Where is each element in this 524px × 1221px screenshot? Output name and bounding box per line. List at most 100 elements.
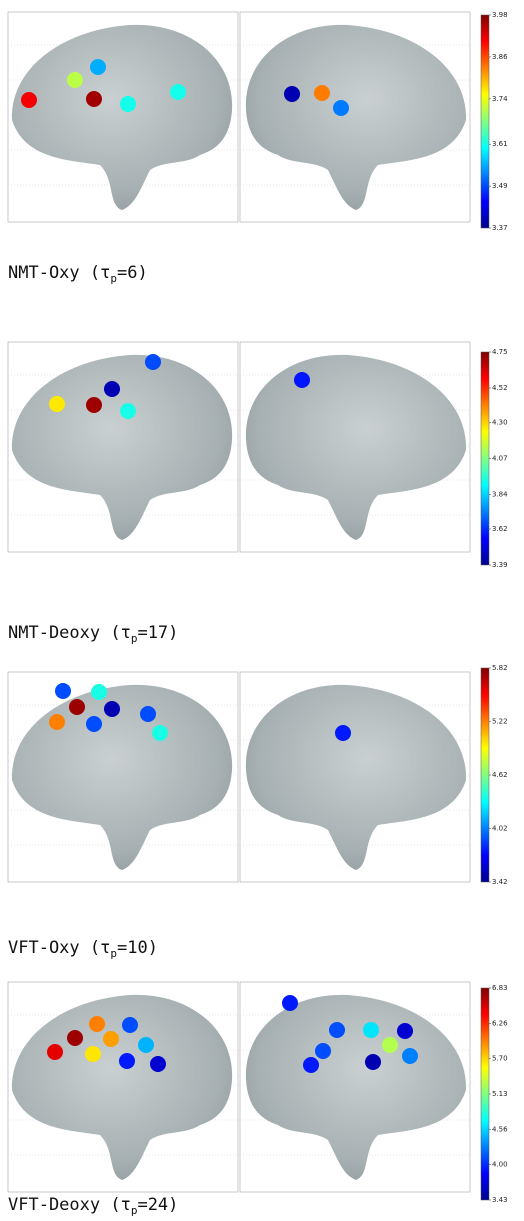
caption-text: VFT-Deoxy (τ (8, 1195, 131, 1215)
caption-text: VFT-Oxy (τ (8, 938, 110, 958)
channel-dot (86, 397, 102, 413)
colorbar-tick-label: 3.43 (492, 1196, 508, 1204)
channel-dot (303, 1057, 319, 1073)
channel-dot (284, 86, 300, 102)
channel-dot (89, 1016, 105, 1032)
caption-text: NMT-Deoxy (τ (8, 623, 131, 643)
channel-dot (55, 683, 71, 699)
colorbar-tick-label: 3.42 (492, 878, 508, 886)
channel-dot (104, 701, 120, 717)
colorbar-tick-label: 3.98 (492, 11, 508, 19)
channel-dot (119, 1053, 135, 1069)
channel-dot (86, 91, 102, 107)
colorbar-tick-label: 4.56 (492, 1126, 508, 1134)
panel: 6.83 6.26 5.70 5.13 4.56 4.00 3.43 VFT-Deoxy (τ… (8, 982, 508, 1217)
channel-dot (21, 92, 37, 108)
panel: 5.82 5.22 4.62 4.02 3.42 VFT-Oxy (τp=10) (8, 664, 508, 960)
caption: NMT-Oxy (τp=6) (8, 263, 148, 285)
channel-dot (49, 714, 65, 730)
brain-left (12, 685, 232, 870)
colorbar-tick-label: 6.26 (492, 1020, 508, 1028)
channel-dot (397, 1023, 413, 1039)
channel-dot (140, 706, 156, 722)
caption-subscript: p (110, 272, 117, 285)
channel-dot (91, 684, 107, 700)
colorbar (481, 988, 489, 1200)
colorbar-tick-label: 4.75 (492, 348, 508, 356)
colorbar (481, 352, 489, 565)
channel-dot (138, 1037, 154, 1053)
colorbar-tick-label: 4.62 (492, 771, 508, 779)
channel-dot (122, 1017, 138, 1033)
caption: NMT-Deoxy (τp=17) (8, 623, 178, 645)
caption-subscript: p (131, 632, 138, 645)
caption-subscript: p (110, 947, 117, 960)
channel-dot (150, 1056, 166, 1072)
channel-dot (152, 725, 168, 741)
channel-dot (294, 372, 310, 388)
caption-subscript: p (131, 1204, 138, 1217)
channel-dot (120, 403, 136, 419)
colorbar (481, 15, 489, 228)
channel-dot (67, 72, 83, 88)
brain-right (246, 25, 466, 210)
caption-tail: =24) (137, 1195, 178, 1215)
colorbar-tick-label: 6.83 (492, 984, 508, 992)
colorbar-tick-label: 3.61 (492, 140, 508, 148)
colorbar-tick-label: 3.39 (492, 561, 508, 569)
colorbar-tick-label: 4.30 (492, 418, 508, 426)
channel-dot (314, 85, 330, 101)
channel-dot (67, 1030, 83, 1046)
colorbar (481, 668, 489, 882)
channel-dot (69, 699, 85, 715)
channel-dot (365, 1054, 381, 1070)
brain-right (246, 355, 466, 540)
channel-dot (103, 1031, 119, 1047)
colorbar-tick-label: 5.82 (492, 664, 508, 672)
caption-tail: =17) (137, 623, 178, 643)
colorbar-tick-label: 5.13 (492, 1090, 508, 1098)
channel-dot (49, 396, 65, 412)
colorbar-tick-label: 4.00 (492, 1160, 508, 1168)
channel-dot (335, 725, 351, 741)
channel-dot (170, 84, 186, 100)
colorbar-tick-label: 4.02 (492, 825, 508, 833)
channel-dot (363, 1022, 379, 1038)
channel-dot (382, 1037, 398, 1053)
channel-dot (145, 354, 161, 370)
caption-tail: =10) (117, 938, 158, 958)
brain-right (246, 685, 466, 870)
channel-dot (329, 1022, 345, 1038)
brain-left (12, 995, 232, 1180)
brain-left (12, 355, 232, 540)
colorbar-tick-label: 3.84 (492, 491, 508, 499)
channel-dot (333, 100, 349, 116)
channel-dot (315, 1043, 331, 1059)
colorbar-tick-label: 4.07 (492, 455, 508, 463)
channel-dot (90, 59, 106, 75)
channel-dot (85, 1046, 101, 1062)
colorbar-tick-label: 3.62 (492, 525, 508, 533)
brain-right (246, 995, 466, 1180)
channel-dot (47, 1044, 63, 1060)
colorbar-tick-label: 3.86 (492, 53, 508, 61)
brain-left (12, 25, 232, 210)
figure: 3.983.863.743.613.493.37NMT-Oxy (τp=6)4.… (0, 0, 524, 1221)
colorbar-tick-label: 4.52 (492, 384, 508, 392)
channel-dot (402, 1048, 418, 1064)
colorbar-tick-label: 5.70 (492, 1054, 508, 1062)
channel-dot (86, 716, 102, 732)
caption-tail: =6) (117, 263, 148, 283)
channel-dot (120, 96, 136, 112)
colorbar-tick-label: 3.49 (492, 182, 508, 190)
caption: VFT-Oxy (τp=10) (8, 938, 158, 960)
colorbar-tick-label: 3.74 (492, 95, 508, 103)
channel-dot (104, 381, 120, 397)
caption-text: NMT-Oxy (τ (8, 263, 110, 283)
channel-dot (282, 995, 298, 1011)
colorbar-tick-label: 5.22 (492, 718, 508, 726)
caption: VFT-Deoxy (τp=24) (8, 1195, 178, 1217)
panel: 3.98 3.86 3.74 3.61 3.49 3.37 NMT-Oxy (τp=6) (8, 11, 508, 285)
panel: 4.75 4.52 4.30 4.07 3.84 3.62 3.39 NMT-Deoxy (τ… (8, 342, 508, 645)
colorbar-tick-label: 3.37 (492, 224, 508, 232)
